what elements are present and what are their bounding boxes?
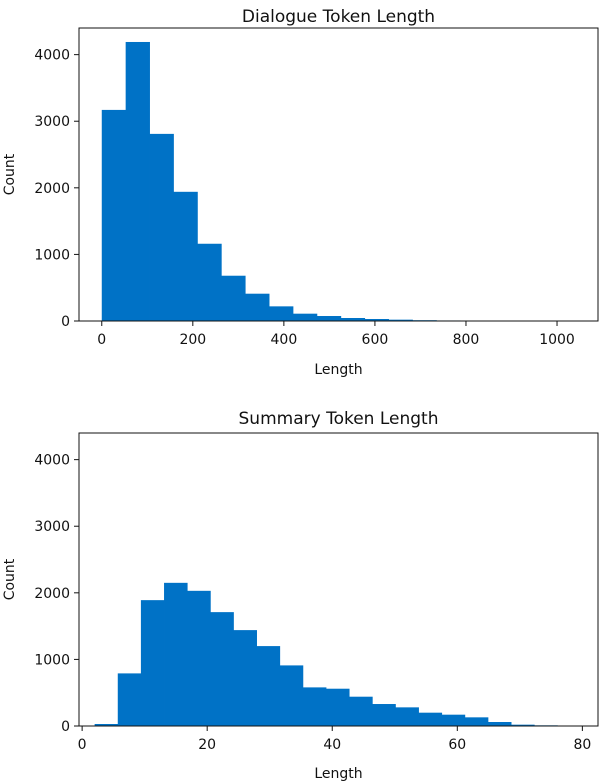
x-tick-label: 40 (323, 737, 341, 753)
histogram-bar (221, 275, 246, 321)
x-axis: 0 200 400 600 800 1000 (97, 321, 575, 348)
y-tick-label: 4000 (34, 48, 70, 64)
histogram-bar (388, 319, 413, 321)
histogram-bar (233, 630, 257, 726)
dialogue-length-histogram: 0 200 400 600 800 1000 0 1000 2000 3000 4000 Dialog… (2, 7, 599, 378)
histogram-bar (210, 612, 234, 726)
x-tick-label: 80 (573, 737, 591, 753)
y-tick-label: 2000 (34, 181, 70, 197)
histogram-bar (187, 590, 211, 726)
histogram-bar (395, 707, 419, 726)
x-tick-label: 200 (179, 332, 206, 348)
histogram-bar (125, 41, 150, 321)
histogram-bar (364, 319, 389, 321)
histogram-bar (173, 191, 198, 321)
x-axis-label: Length (314, 362, 362, 378)
x-tick-label: 0 (97, 332, 106, 348)
plot-frame (78, 27, 599, 322)
histogram-bar (101, 109, 127, 321)
histogram-bar (325, 688, 350, 726)
x-tick-label: 1000 (539, 332, 575, 348)
histogram-bar (197, 243, 222, 321)
histogram-bar (292, 313, 318, 321)
histogram-bar (316, 316, 342, 321)
histogram-bar (245, 293, 270, 321)
bars (94, 582, 558, 726)
x-tick-label: 400 (271, 332, 298, 348)
histogram-bar (279, 665, 304, 726)
x-tick-label: 20 (198, 737, 216, 753)
y-axis: 0 1000 2000 3000 4000 (34, 453, 79, 735)
histogram-bar (340, 318, 366, 321)
histogram-bar (164, 582, 188, 726)
histogram-bar (94, 724, 119, 726)
y-tick-label: 1000 (34, 652, 70, 668)
y-tick-label: 0 (61, 719, 70, 735)
histogram-bar (441, 714, 466, 726)
bars (101, 41, 581, 321)
y-tick-label: 4000 (34, 453, 70, 469)
y-tick-label: 1000 (34, 247, 70, 263)
plot-frame (78, 432, 599, 727)
chart-title: Summary Token Length (239, 409, 439, 429)
histogram-bar (487, 722, 512, 726)
y-axis-label: Count (2, 153, 18, 195)
y-tick-label: 3000 (34, 114, 70, 130)
x-tick-label: 60 (448, 737, 466, 753)
chart-title: Dialogue Token Length (242, 7, 435, 27)
x-axis-label: Length (314, 766, 362, 782)
histogram-bar (464, 717, 489, 726)
histogram-bar (256, 646, 281, 726)
histogram-bar (140, 600, 165, 726)
histogram-bar (511, 724, 535, 726)
y-axis: 0 1000 2000 3000 4000 (34, 48, 79, 330)
x-axis: 0 20 40 60 80 (78, 726, 591, 753)
x-tick-label: 800 (453, 332, 480, 348)
histogram-bar (302, 687, 327, 726)
histogram-bar (269, 306, 294, 321)
histogram-bar (372, 704, 396, 726)
y-tick-label: 3000 (34, 519, 70, 535)
y-tick-label: 2000 (34, 586, 70, 602)
x-tick-label: 600 (362, 332, 389, 348)
y-axis-label: Count (2, 558, 18, 600)
histogram-bar (349, 696, 373, 726)
histogram-bar (149, 133, 174, 321)
y-tick-label: 0 (61, 314, 70, 330)
summary-length-histogram: 0 20 40 60 80 0 1000 2000 3000 4000 Summary Token … (2, 409, 599, 782)
histogram-bar (117, 673, 142, 726)
histogram-bar (418, 712, 443, 726)
x-tick-label: 0 (78, 737, 87, 753)
